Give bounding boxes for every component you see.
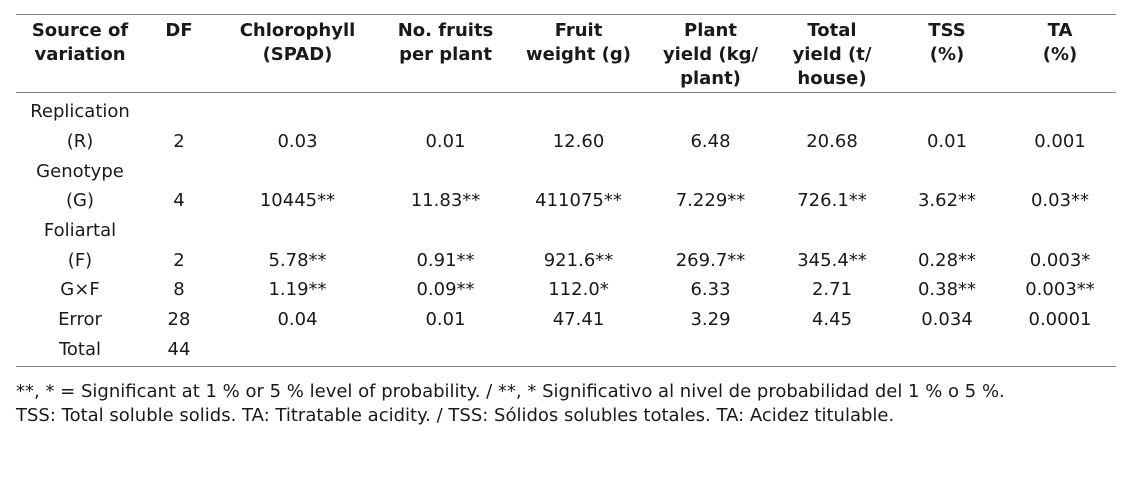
cell-no-fruits: 0.09** xyxy=(416,279,475,301)
row-label: Total xyxy=(58,338,102,360)
header-total-yield: Total yield (t/ house) xyxy=(792,20,872,89)
cell-ta: 0.003** xyxy=(1025,279,1095,301)
cell-df: 2 xyxy=(173,131,185,153)
cell-chlorophyll: 0.03 xyxy=(277,131,318,153)
cell-df: 8 xyxy=(173,279,185,301)
header-ta: TA (%) xyxy=(1042,20,1078,65)
cell-fruit-weight: 112.0* xyxy=(548,279,609,301)
cell-df: 2 xyxy=(173,249,185,271)
cell-plant-yield: 269.7** xyxy=(675,249,746,271)
cell-tss: 3.62** xyxy=(917,190,977,212)
row-label: (G) xyxy=(66,190,94,212)
cell-no-fruits: 0.01 xyxy=(425,309,466,331)
row-label: Error xyxy=(58,309,102,331)
row-label: G×F xyxy=(60,279,100,301)
cell-fruit-weight: 12.60 xyxy=(552,131,605,153)
table-body: Replication (R) 2 0.03 0.01 12.60 6.48 2… xyxy=(16,93,1116,366)
abbreviations-footnote: TSS: Total soluble solids. TA: Titratabl… xyxy=(16,404,895,426)
header-rule xyxy=(16,92,1116,93)
cell-ta: 0.0001 xyxy=(1028,309,1092,331)
cell-total-yield: 20.68 xyxy=(806,131,858,153)
table-row: Error 28 0.04 0.01 47.41 3.29 4.45 0.034… xyxy=(16,305,1116,335)
cell-ta: 0.003* xyxy=(1029,249,1091,271)
table-row: Total 44 xyxy=(16,335,1116,365)
significance-footnote: **, * = Significant at 1 % or 5 % level … xyxy=(16,381,1005,402)
header-fruit-weight: Fruit weight (g) xyxy=(526,20,631,65)
table-row: (G) 4 10445** 11.83** 411075** 7.229** 7… xyxy=(16,186,1116,216)
top-rule xyxy=(16,14,1116,15)
cell-chlorophyll: 1.19** xyxy=(268,279,327,301)
cell-ta: 0.001 xyxy=(1034,131,1086,153)
row-label-top-text: Foliartal xyxy=(43,220,117,242)
header-row: Source of variation DF Chlorophyll (SPAD… xyxy=(16,15,1116,92)
row-label-top: Foliartal xyxy=(16,216,1116,246)
table-row: G×F 8 1.19** 0.09** 112.0* 6.33 2.71 0.3… xyxy=(16,275,1116,305)
row-label: (F) xyxy=(67,249,93,271)
cell-plant-yield: 7.229** xyxy=(675,190,746,212)
anova-table: Source of variation DF Chlorophyll (SPAD… xyxy=(16,14,1116,368)
bottom-rule xyxy=(16,366,1116,368)
cell-plant-yield: 6.48 xyxy=(690,131,731,153)
cell-plant-yield: 6.33 xyxy=(690,279,731,301)
cell-df: 44 xyxy=(167,338,191,360)
row-label-top-text: Genotype xyxy=(36,160,124,182)
row-label-top: Genotype xyxy=(16,156,1116,186)
cell-total-yield: 2.71 xyxy=(811,279,853,301)
cell-chlorophyll: 5.78** xyxy=(268,249,327,271)
header-chlorophyll: Chlorophyll (SPAD) xyxy=(239,20,356,65)
header-plant-yield: Plant yield (kg/ plant) xyxy=(662,20,759,89)
table-row: (F) 2 5.78** 0.91** 921.6** 269.7** 345.… xyxy=(16,245,1116,275)
cell-tss: 0.01 xyxy=(926,131,968,153)
cell-no-fruits: 11.83** xyxy=(410,190,481,212)
cell-total-yield: 345.4** xyxy=(797,249,867,271)
cell-plant-yield: 3.29 xyxy=(690,309,731,331)
table-row: (R) 2 0.03 0.01 12.60 6.48 20.68 0.01 0.… xyxy=(16,127,1116,157)
header-source-of-variation: Source of variation xyxy=(31,20,129,65)
cell-fruit-weight: 47.41 xyxy=(552,309,605,331)
cell-tss: 0.28** xyxy=(917,249,977,271)
row-label-top: Replication xyxy=(16,97,1116,127)
header-df: DF xyxy=(165,20,193,41)
cell-fruit-weight: 411075** xyxy=(535,190,622,212)
cell-no-fruits: 0.01 xyxy=(425,131,466,153)
cell-tss: 0.034 xyxy=(921,309,973,331)
cell-no-fruits: 0.91** xyxy=(416,249,475,271)
cell-total-yield: 4.45 xyxy=(811,309,853,331)
cell-chlorophyll: 10445** xyxy=(259,190,336,212)
header-tss: TSS (%) xyxy=(928,20,966,65)
cell-tss: 0.38** xyxy=(917,279,977,301)
row-label-top-text: Replication xyxy=(30,101,130,123)
row-label: (R) xyxy=(66,131,94,153)
cell-fruit-weight: 921.6** xyxy=(543,249,614,271)
footnotes: **, * = Significant at 1 % or 5 % level … xyxy=(16,380,1120,427)
cell-ta: 0.03** xyxy=(1030,190,1090,212)
cell-df: 28 xyxy=(167,309,191,331)
cell-df: 4 xyxy=(173,190,185,212)
cell-total-yield: 726.1** xyxy=(797,190,867,212)
cell-chlorophyll: 0.04 xyxy=(277,309,318,331)
header-no-fruits: No. fruits per plant xyxy=(397,20,494,65)
